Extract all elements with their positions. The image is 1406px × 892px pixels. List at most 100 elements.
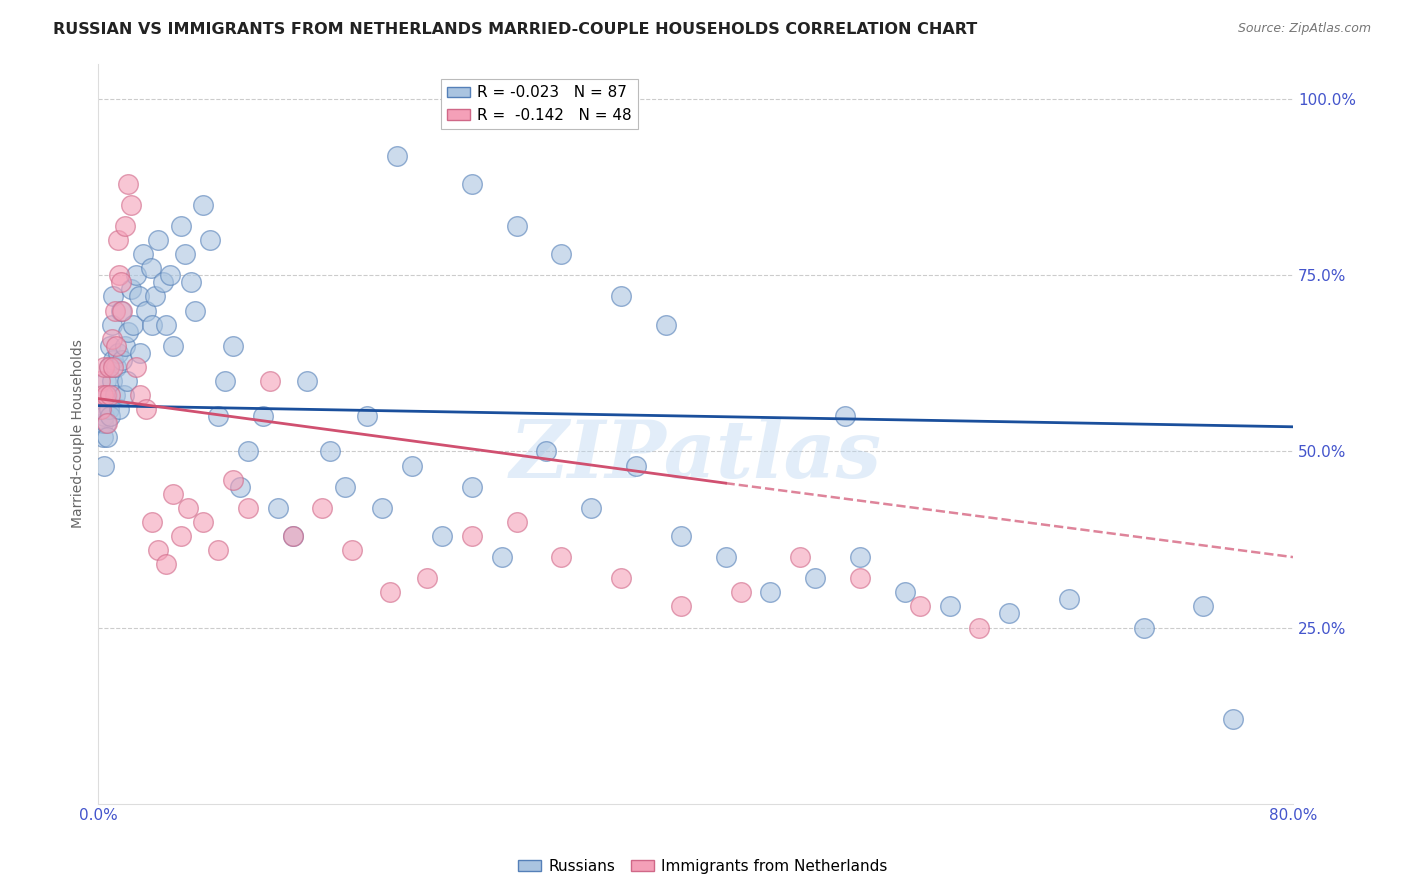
Point <box>938 599 960 614</box>
Point <box>120 282 142 296</box>
Point <box>1132 621 1154 635</box>
Point <box>714 550 737 565</box>
Point <box>281 529 304 543</box>
Legend: R = -0.023   N = 87, R =  -0.142   N = 48: R = -0.023 N = 87, R = -0.142 N = 48 <box>440 79 638 129</box>
Point <box>94 374 117 388</box>
Point <box>834 409 856 424</box>
Point <box>93 409 115 424</box>
Point <box>91 388 114 402</box>
Point <box>96 430 118 444</box>
Point <box>385 148 408 162</box>
Point <box>908 599 931 614</box>
Point <box>311 500 333 515</box>
Point <box>101 318 124 332</box>
Point <box>191 515 214 529</box>
Point <box>1222 712 1244 726</box>
Point <box>125 268 148 283</box>
Point <box>125 359 148 374</box>
Point <box>120 198 142 212</box>
Point <box>200 233 222 247</box>
Point <box>184 303 207 318</box>
Point <box>107 233 129 247</box>
Point <box>281 529 304 543</box>
Point <box>135 303 157 318</box>
Point <box>207 543 229 558</box>
Point <box>969 621 991 635</box>
Point <box>356 409 378 424</box>
Point <box>103 359 125 374</box>
Point <box>90 402 112 417</box>
Point <box>177 500 200 515</box>
Point <box>91 417 114 431</box>
Point <box>849 550 872 565</box>
Point <box>505 515 527 529</box>
Point <box>550 550 572 565</box>
Point <box>129 346 152 360</box>
Point <box>107 346 129 360</box>
Point <box>333 480 356 494</box>
Point <box>139 261 162 276</box>
Point <box>789 550 811 565</box>
Point <box>461 177 484 191</box>
Point <box>100 339 122 353</box>
Point <box>162 339 184 353</box>
Point <box>111 303 134 318</box>
Point <box>96 388 118 402</box>
Point <box>93 359 115 374</box>
Point <box>236 500 259 515</box>
Point <box>89 374 111 388</box>
Point <box>114 339 136 353</box>
Point <box>104 303 127 318</box>
Point <box>759 585 782 599</box>
Point <box>610 571 633 585</box>
Point <box>236 444 259 458</box>
Point <box>162 486 184 500</box>
Point <box>132 247 155 261</box>
Point <box>103 352 125 367</box>
Point <box>94 388 117 402</box>
Point <box>143 289 166 303</box>
Point <box>108 402 131 417</box>
Point <box>155 557 177 571</box>
Point <box>101 374 124 388</box>
Point <box>103 289 125 303</box>
Point <box>115 374 138 388</box>
Point <box>222 473 245 487</box>
Point <box>610 289 633 303</box>
Point <box>319 444 342 458</box>
Point <box>91 430 114 444</box>
Point <box>371 500 394 515</box>
Point <box>430 529 453 543</box>
Point <box>491 550 513 565</box>
Point <box>342 543 364 558</box>
Point <box>169 529 191 543</box>
Point <box>505 219 527 233</box>
Point <box>461 480 484 494</box>
Point <box>174 247 197 261</box>
Point <box>169 219 191 233</box>
Point <box>180 276 202 290</box>
Point <box>155 318 177 332</box>
Point <box>849 571 872 585</box>
Point <box>159 268 181 283</box>
Point <box>129 388 152 402</box>
Point <box>804 571 827 585</box>
Point <box>416 571 439 585</box>
Point <box>117 177 139 191</box>
Point <box>229 480 252 494</box>
Point <box>141 318 163 332</box>
Point <box>101 332 124 346</box>
Point <box>378 585 401 599</box>
Y-axis label: Married-couple Households: Married-couple Households <box>72 339 86 528</box>
Point <box>461 529 484 543</box>
Point <box>105 359 128 374</box>
Point <box>93 458 115 473</box>
Point <box>207 409 229 424</box>
Point <box>97 359 120 374</box>
Point <box>252 409 274 424</box>
Point <box>112 388 135 402</box>
Point <box>191 198 214 212</box>
Point <box>536 444 558 458</box>
Point <box>214 374 236 388</box>
Point <box>114 219 136 233</box>
